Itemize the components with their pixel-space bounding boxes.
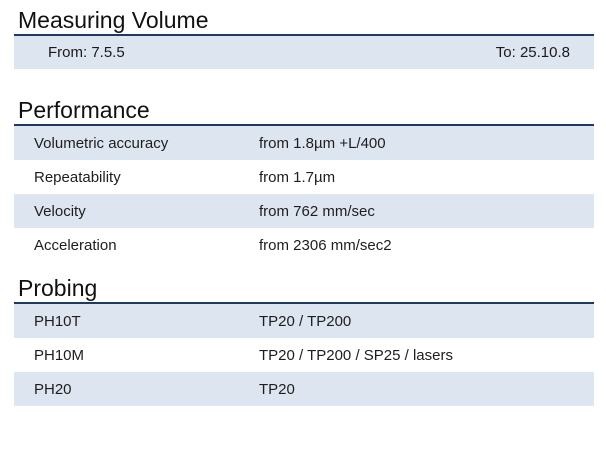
spec-sheet: Measuring Volume From: 7.5.5 To: 25.10.8… — [14, 0, 594, 406]
probing-divider — [14, 302, 594, 304]
probe-head-label: PH20 — [34, 380, 72, 398]
probe-head-label: PH10M — [34, 346, 85, 364]
measuring-volume-from: From: 7.5.5 — [48, 44, 125, 61]
spec-row-velocity: Velocity from 762 mm/sec — [14, 194, 594, 228]
measuring-volume-divider — [14, 34, 594, 36]
probe-compat-value: TP20 / TP200 — [259, 312, 352, 330]
spec-label: Velocity — [34, 202, 86, 220]
performance-heading: Performance — [18, 97, 150, 123]
section-spacer — [14, 69, 594, 90]
measuring-volume-heading: Measuring Volume — [18, 7, 209, 33]
spec-row-repeatability: Repeatability from 1.7µm — [14, 160, 594, 194]
probe-compat-value: TP20 — [259, 380, 295, 398]
spec-value: from 1.8µm +L/400 — [259, 134, 386, 152]
probe-row-ph10m: PH10M TP20 / TP200 / SP25 / lasers — [14, 338, 594, 372]
spec-label: Acceleration — [34, 236, 117, 254]
performance-section: Performance Volumetric accuracy from 1.8… — [14, 90, 594, 262]
measuring-volume-section: Measuring Volume From: 7.5.5 To: 25.10.8 — [14, 0, 594, 69]
probe-head-label: PH10T — [34, 312, 81, 330]
measuring-volume-to: To: 25.10.8 — [495, 44, 570, 61]
spec-row-volumetric-accuracy: Volumetric accuracy from 1.8µm +L/400 — [14, 126, 594, 160]
measuring-volume-range: From: 7.5.5 To: 25.10.8 — [14, 36, 594, 69]
probing-section: Probing PH10T TP20 / TP200 PH10M TP20 / … — [14, 268, 594, 406]
spec-value: from 1.7µm — [259, 168, 336, 186]
spec-label: Volumetric accuracy — [34, 134, 169, 152]
spec-label: Repeatability — [34, 168, 121, 186]
probe-row-ph20: PH20 TP20 — [14, 372, 594, 406]
probing-heading: Probing — [18, 275, 98, 301]
spec-value: from 762 mm/sec — [259, 202, 375, 220]
probe-compat-value: TP20 / TP200 / SP25 / lasers — [259, 346, 453, 364]
spec-row-acceleration: Acceleration from 2306 mm/sec2 — [14, 228, 594, 262]
probe-row-ph10t: PH10T TP20 / TP200 — [14, 304, 594, 338]
performance-divider — [14, 124, 594, 126]
spec-value: from 2306 mm/sec2 — [259, 236, 392, 254]
